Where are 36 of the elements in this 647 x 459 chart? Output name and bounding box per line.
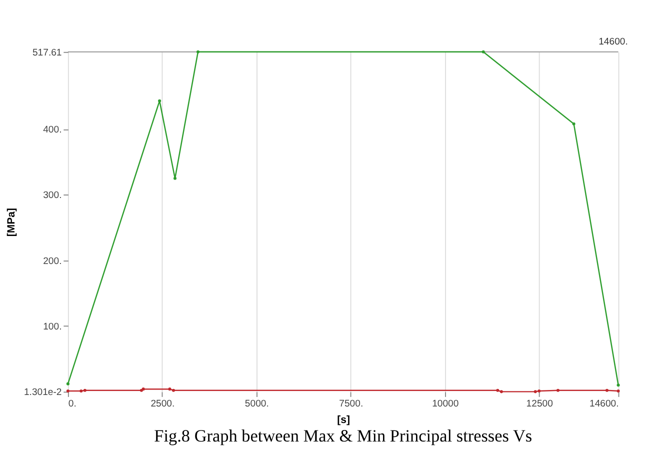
point [572, 122, 576, 126]
point [500, 390, 503, 394]
point [616, 390, 620, 393]
point [496, 388, 500, 392]
x-tick-label: 12500 [526, 398, 553, 410]
caption: Fig.8 Graph between Max & Min Principal stresses Vs [154, 426, 532, 446]
point [605, 388, 608, 392]
point [80, 390, 83, 393]
point [616, 384, 620, 387]
y-tick-label: 517.61 [32, 47, 62, 58]
point [158, 99, 162, 102]
point [172, 388, 176, 392]
x-tick-label: 0. [68, 398, 76, 410]
point [142, 388, 145, 391]
y-axis-title: [MPa] [5, 208, 18, 237]
y-tick-label: 300. [43, 190, 62, 202]
y-tick-label: 100. [43, 321, 62, 332]
x-tick-label: 5000. [244, 398, 269, 410]
point [66, 390, 70, 393]
point [168, 388, 172, 391]
point [196, 50, 200, 54]
x-tick-label: 7500. [339, 398, 364, 410]
x-tick-label: 14600. [590, 398, 619, 410]
x-tick-label: 10000 [432, 398, 459, 410]
point [83, 388, 86, 392]
text: 14600. [598, 36, 628, 48]
point [66, 382, 70, 386]
point [482, 50, 485, 54]
y-tick-label: 1.301e-2 [24, 387, 62, 398]
y-tick-label: 400. [43, 124, 62, 136]
x-tick-label: 2500. [150, 398, 175, 410]
y-tick-label: 200. [43, 256, 62, 267]
point [556, 388, 560, 392]
point [534, 390, 537, 394]
x-axis-title: [s] [337, 414, 350, 426]
point [538, 390, 541, 393]
